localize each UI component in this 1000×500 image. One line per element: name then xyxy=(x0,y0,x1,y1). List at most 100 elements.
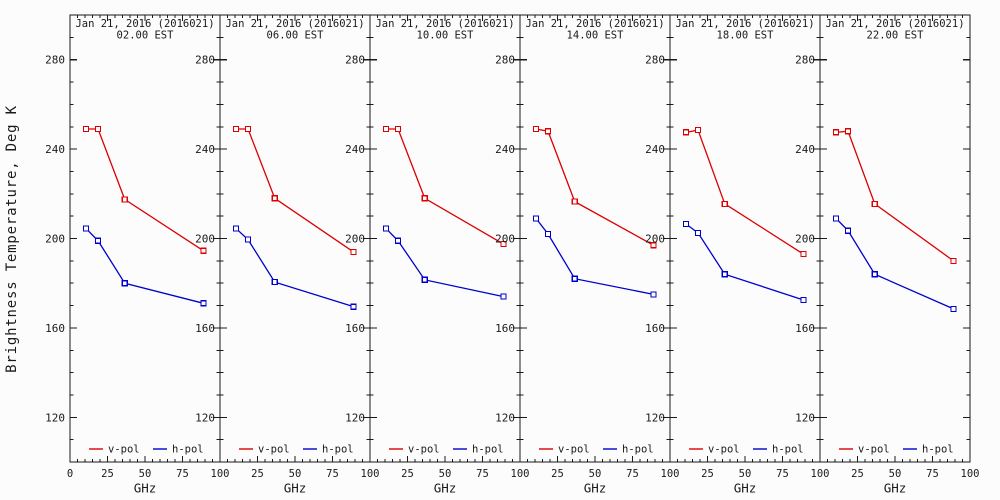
data-point-marker-h_pol xyxy=(844,227,852,234)
x-tick-label: 100 xyxy=(361,468,380,480)
legend-label-h_pol: h-pol xyxy=(622,444,654,456)
series-line-h_pol xyxy=(385,227,504,298)
x-axis-title: GHz xyxy=(584,481,607,496)
legend-label-h_pol: h-pol xyxy=(322,444,354,456)
data-point-marker-v_pol xyxy=(682,129,690,136)
series-line-h_pol xyxy=(685,223,804,301)
legend-label-v_pol: v-pol xyxy=(558,444,590,456)
y-tick-label: 160 xyxy=(645,322,665,335)
y-tick-label: 280 xyxy=(345,54,365,67)
data-point-marker-h_pol xyxy=(832,215,840,222)
y-tick-label: 280 xyxy=(45,54,65,67)
data-point-marker-v_pol xyxy=(832,129,840,136)
legend-label-v_pol: v-pol xyxy=(108,444,140,456)
data-point-marker-h_pol xyxy=(721,271,728,278)
x-tick-label: 0 xyxy=(67,468,73,480)
y-tick-label: 200 xyxy=(795,233,815,246)
legend-label-h_pol: h-pol xyxy=(922,444,954,456)
legend-label-v_pol: v-pol xyxy=(408,444,440,456)
data-point-marker-h_pol xyxy=(394,237,402,244)
x-tick-label: 50 xyxy=(439,468,452,480)
panel-title-time: 14.00 EST xyxy=(567,30,625,42)
data-point-marker-h_pol xyxy=(232,225,240,232)
y-tick-label: 280 xyxy=(195,54,215,67)
data-point-marker-v_pol xyxy=(421,195,428,202)
panel-title-time: 02.00 EST xyxy=(117,30,175,42)
panel-title-date: Jan 21, 2016 (2016021) xyxy=(825,18,964,30)
y-tick-label: 240 xyxy=(795,143,815,156)
panel-title-date: Jan 21, 2016 (2016021) xyxy=(75,18,214,30)
x-tick-label: 75 xyxy=(326,468,339,480)
y-tick-label: 120 xyxy=(795,411,815,424)
x-tick-label: 50 xyxy=(289,468,302,480)
legend-label-h_pol: h-pol xyxy=(772,444,804,456)
data-point-marker-v_pol xyxy=(350,248,357,256)
x-tick-label: 50 xyxy=(739,468,752,480)
data-point-marker-h_pol xyxy=(571,275,578,282)
x-tick-label: 100 xyxy=(511,468,530,480)
series-line-v_pol xyxy=(85,128,204,252)
panel-title-date: Jan 21, 2016 (2016021) xyxy=(525,18,664,30)
data-point-marker-v_pol xyxy=(694,127,702,134)
data-point-marker-v_pol xyxy=(244,125,252,133)
series-line-v_pol xyxy=(835,130,954,262)
series-line-h_pol xyxy=(235,227,354,308)
y-tick-label: 200 xyxy=(345,233,365,246)
x-tick-label: 50 xyxy=(589,468,602,480)
x-tick-label: 50 xyxy=(889,468,902,480)
x-tick-label: 75 xyxy=(176,468,189,480)
x-axis-title: GHz xyxy=(884,481,907,496)
x-tick-label: 25 xyxy=(851,468,864,480)
data-point-marker-v_pol xyxy=(232,125,240,133)
y-tick-label: 160 xyxy=(45,322,65,335)
data-point-marker-h_pol xyxy=(382,225,390,232)
legend-label-h_pol: h-pol xyxy=(472,444,504,456)
x-tick-label: 100 xyxy=(811,468,830,480)
panel-title-time: 06.00 EST xyxy=(267,30,325,42)
panel-title-time: 18.00 EST xyxy=(717,30,775,42)
data-point-marker-h_pol xyxy=(121,280,128,287)
data-point-marker-h_pol xyxy=(694,229,702,237)
data-point-marker-h_pol xyxy=(544,230,552,238)
y-tick-label: 160 xyxy=(195,322,215,335)
data-point-marker-v_pol xyxy=(271,195,278,202)
x-tick-label: 100 xyxy=(661,468,680,480)
legend-label-v_pol: v-pol xyxy=(708,444,740,456)
chart-panel: 120 160 200 240 280 25 50 75 100 GHz Jan 21, 2016 … xyxy=(345,14,530,496)
legend-label-v_pol: v-pol xyxy=(258,444,290,456)
y-tick-label: 280 xyxy=(495,54,515,67)
y-tick-label: 280 xyxy=(795,54,815,67)
legend-label-v_pol: v-pol xyxy=(858,444,890,456)
data-point-marker-h_pol xyxy=(244,236,252,243)
x-tick-label: 75 xyxy=(776,468,789,480)
chart-panel: 120 160 200 240 280 0 25 50 75 100 GHz Jan 21, 2016… xyxy=(45,14,230,496)
data-point-marker-v_pol xyxy=(82,125,90,133)
data-point-marker-h_pol xyxy=(200,300,207,307)
x-tick-label: 25 xyxy=(551,468,564,480)
data-point-marker-v_pol xyxy=(950,257,957,264)
chart-panel: 120 160 200 240 280 25 50 75 100 GHz Jan 21, 2016 … xyxy=(195,14,380,496)
data-point-marker-v_pol xyxy=(800,251,807,258)
y-tick-label: 200 xyxy=(645,233,665,246)
data-point-marker-v_pol xyxy=(500,240,507,248)
x-tick-label: 25 xyxy=(251,468,264,480)
y-tick-label: 120 xyxy=(645,411,665,424)
panel-title-time: 10.00 EST xyxy=(417,30,475,42)
y-tick-label: 120 xyxy=(45,411,65,424)
data-point-marker-h_pol xyxy=(800,296,807,304)
x-tick-label: 25 xyxy=(401,468,414,480)
y-tick-label: 200 xyxy=(195,233,215,246)
y-tick-label: 240 xyxy=(345,143,365,156)
data-point-marker-h_pol xyxy=(421,276,428,283)
y-tick-label: 240 xyxy=(495,143,515,156)
y-tick-label: 120 xyxy=(195,411,215,424)
series-line-v_pol xyxy=(685,129,804,255)
data-point-marker-v_pol xyxy=(532,125,540,133)
y-tick-label: 240 xyxy=(645,143,665,156)
series-line-h_pol xyxy=(835,217,954,310)
series-line-h_pol xyxy=(85,227,204,304)
x-axis-title: GHz xyxy=(734,481,757,496)
y-tick-label: 280 xyxy=(645,54,665,67)
x-tick-label: 100 xyxy=(211,468,230,480)
x-tick-label: 75 xyxy=(926,468,939,480)
